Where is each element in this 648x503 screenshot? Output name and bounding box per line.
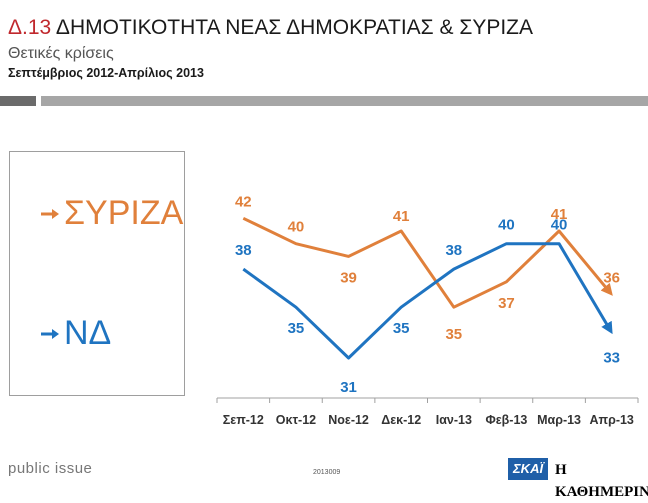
data-label-syriza: 41: [551, 206, 568, 223]
data-label-syriza: 36: [603, 270, 620, 287]
chart-title-text: ΔΗΜΟΤΙΚΟΤΗΤΑ ΝΕΑΣ ΔΗΜΟΚΡΑΤΙΑΣ & ΣΥΡΙΖΑ: [55, 16, 533, 39]
data-label-nd: 33: [603, 350, 620, 367]
data-label-nd: 35: [288, 320, 305, 337]
chart-code: Δ.13: [8, 16, 52, 39]
legend-box: ΣΥΡΙΖΑ ΝΔ: [9, 151, 185, 396]
header-rule-dark: [0, 96, 36, 106]
data-label-nd: 40: [551, 217, 568, 234]
data-label-syriza: 35: [445, 326, 462, 343]
x-tick-label: Δεκ-12: [381, 413, 421, 427]
chart-title: Δ.13 ΔΗΜΟΤΙΚΟΤΗΤΑ ΝΕΑΣ ΔΗΜΟΚΡΑΤΙΑΣ & ΣΥΡ…: [8, 16, 533, 40]
legend-label-nd: ΝΔ: [64, 314, 112, 352]
arrow-right-icon: [41, 328, 59, 339]
data-label-nd: 31: [340, 379, 357, 396]
x-tick-label: Απρ-13: [589, 413, 633, 427]
x-tick-label: Φεβ-13: [485, 413, 527, 427]
series-line-syriza: [242, 216, 613, 309]
legend-item-nd: ΝΔ: [40, 314, 111, 353]
x-tick-label: Νοε-12: [328, 413, 369, 427]
legend-label-syriza: ΣΥΡΙΖΑ: [64, 194, 184, 232]
chart-subtitle: Θετικές κρίσεις: [8, 45, 114, 62]
source-label: public issue: [8, 460, 93, 477]
header-rule-light: [41, 96, 648, 106]
x-tick-label: Ιαν-13: [436, 413, 472, 427]
series-line-nd: [242, 242, 613, 360]
skai-logo: ΣΚΑΪ: [508, 458, 549, 480]
x-tick-label: Μαρ-13: [537, 413, 581, 427]
report-code: 2013009: [313, 469, 341, 476]
line-chart: Σεπ-12 Οκτ-12 Νοε-12 Δεκ-12 Ιαν-13 Φεβ-13 Μαρ-…: [216, 193, 639, 427]
data-label-nd: 35: [393, 320, 410, 337]
arrow-right-icon: [41, 208, 59, 219]
data-label-syriza: 42: [235, 193, 252, 210]
data-label-nd: 38: [235, 242, 252, 259]
data-label-syriza: 40: [288, 219, 305, 236]
kathimerini-logo: Η ΚΑΘΗΜΕΡΙΝΗ: [555, 462, 648, 500]
data-label-nd: 38: [445, 242, 462, 259]
data-label-syriza: 41: [393, 208, 410, 225]
legend-item-syriza: ΣΥΡΙΖΑ: [40, 194, 183, 233]
data-label-syriza: 37: [498, 295, 515, 312]
chart-period: Σεπτέμβριος 2012-Απρίλιος 2013: [8, 66, 204, 80]
x-tick-label: Οκτ-12: [276, 413, 316, 427]
data-label-nd: 40: [498, 217, 515, 234]
x-tick-label: Σεπ-12: [223, 413, 264, 427]
data-label-syriza: 39: [340, 269, 357, 286]
